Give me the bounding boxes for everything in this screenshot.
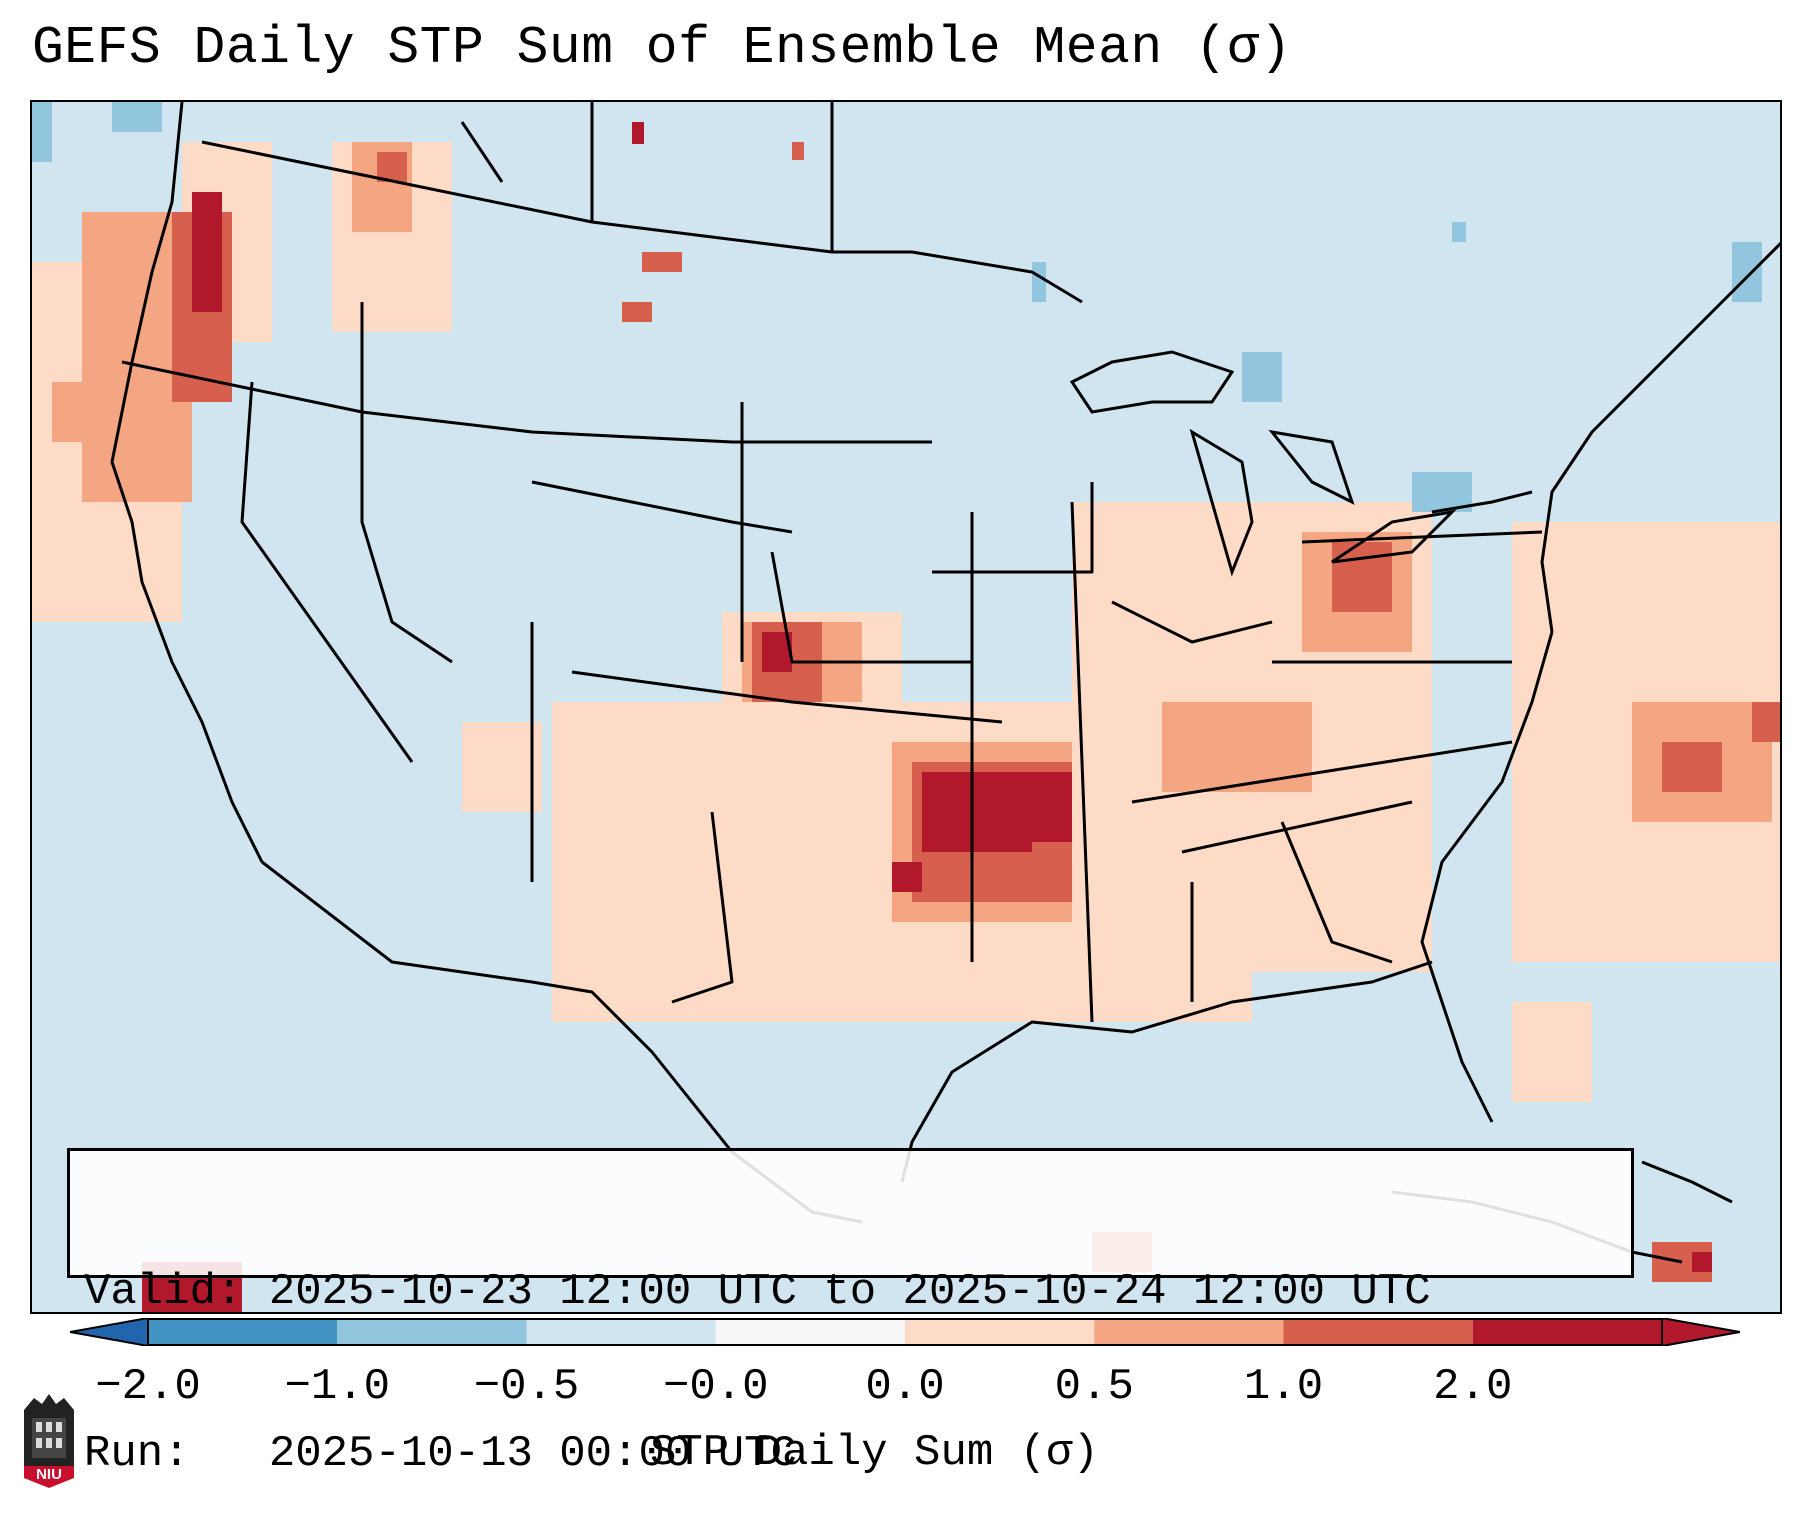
colorbar-label: STP Daily Sum (σ)	[650, 1428, 1099, 1478]
anomaly-region-atlantic	[1512, 522, 1780, 1102]
map-panel	[30, 100, 1782, 1314]
colorbar-segment	[1283, 1319, 1473, 1345]
colorbar-segment	[526, 1319, 716, 1345]
great-lakes	[1069, 350, 1533, 577]
colorbar-segment	[1472, 1319, 1662, 1345]
colorbar-tick-label: 0.0	[865, 1362, 945, 1412]
valid-time-box: Valid: 2025-10-23 12:00 UTC to 2025-10-2…	[67, 1148, 1634, 1479]
state-borders	[110, 102, 1780, 1224]
colorbar-tick-label: 0.5	[1054, 1362, 1134, 1412]
anomaly-dots-north	[622, 122, 1762, 322]
colorbar-over-arrow	[1661, 1318, 1740, 1346]
colorbar-tick-label: −1.0	[284, 1362, 391, 1412]
colorbar-segment	[148, 1319, 338, 1345]
niu-logo	[24, 1394, 74, 1488]
stp-map	[32, 102, 1780, 1312]
colorbar-tick-label: −0.0	[662, 1362, 769, 1412]
anomaly-region-ohio-valley	[1072, 352, 1472, 972]
colorbar	[70, 1318, 1740, 1346]
map-title: GEFS Daily STP Sum of Ensemble Mean (σ)	[32, 18, 1292, 78]
colorbar-tick-label: −2.0	[95, 1362, 201, 1412]
colorbar-tick-label: 1.0	[1243, 1362, 1324, 1412]
colorbar-under-arrow	[70, 1318, 149, 1346]
valid-line: Valid: 2025-10-23 12:00 UTC to 2025-10-2…	[84, 1267, 1431, 1317]
colorbar-outline	[147, 1318, 1663, 1346]
colorbar-tick-label: 2.0	[1433, 1362, 1513, 1412]
colorbar-tick-label: −0.5	[473, 1362, 580, 1412]
run-line: Run: 2025-10-13 00:00 UTC	[84, 1429, 797, 1479]
colorbar-segment	[1094, 1319, 1284, 1345]
colorbar-segment	[715, 1319, 905, 1345]
colorbar-segment	[905, 1319, 1095, 1345]
colorbar-segments	[148, 1319, 1662, 1345]
colorbar-segment	[337, 1319, 527, 1345]
anomaly-region-pacific-northwest	[32, 102, 452, 622]
niu-logo-text: NIU	[36, 1466, 62, 1483]
